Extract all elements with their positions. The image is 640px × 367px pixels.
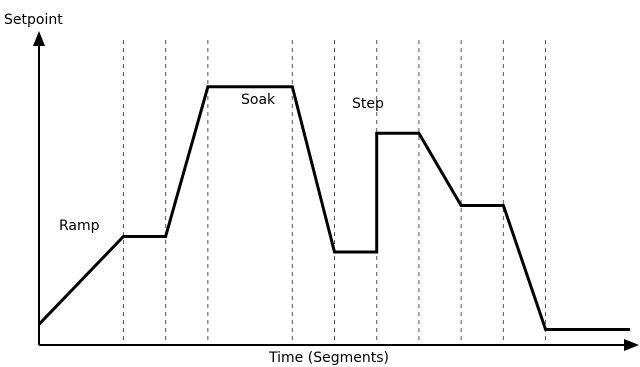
series-group — [37, 85, 630, 331]
annotation-soak: Soak — [241, 92, 276, 108]
segment-grid — [122, 40, 547, 345]
axes — [33, 31, 639, 351]
x-axis-label: Time (Segments) — [268, 350, 389, 366]
annotation-step: Step — [352, 96, 384, 112]
y-axis-label: Setpoint — [4, 12, 63, 28]
x-axis-arrow — [624, 339, 639, 351]
setpoint-line — [37, 85, 630, 331]
annotation-ramp: Ramp — [59, 218, 100, 234]
y-axis-arrow — [33, 31, 45, 46]
